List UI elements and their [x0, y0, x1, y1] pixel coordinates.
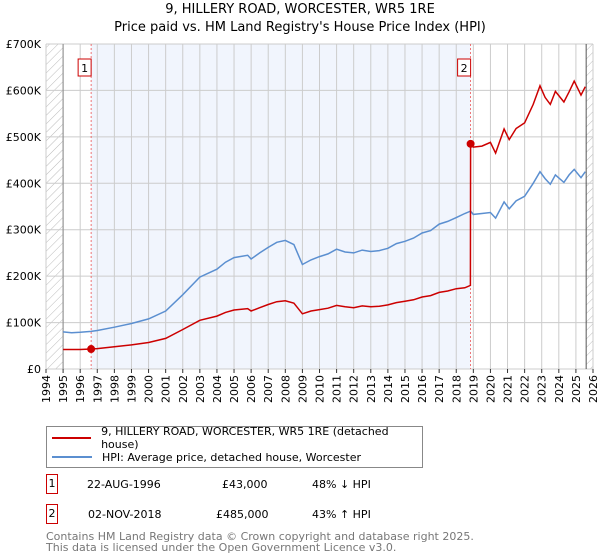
x-tick-label: 2009 [296, 375, 309, 403]
x-tick-label: 2000 [143, 375, 156, 403]
x-tick-label: 1997 [91, 375, 104, 403]
chart-subtitle: Price paid vs. HM Land Registry's House … [114, 20, 486, 35]
x-tick-label: 2025 [570, 375, 583, 403]
transaction-row: 1 22-AUG-1996 £43,000 48% ↓ HPI [46, 474, 446, 496]
x-tick-label: 2019 [467, 375, 480, 403]
footer-copyright: Contains HM Land Registry data © Crown c… [46, 530, 474, 543]
x-tick-label: 1999 [125, 375, 138, 403]
transaction-badge: 1 [46, 474, 58, 494]
hatched-region-before-data [46, 44, 64, 369]
y-tick-label: £400K [6, 177, 42, 190]
x-tick-label: 2010 [314, 375, 327, 403]
y-tick-label: £600K [6, 84, 42, 97]
x-tick-label: 2017 [433, 375, 446, 403]
hpi-series-line [63, 168, 586, 334]
chart-title: 9, HILLERY ROAD, WORCESTER, WR5 1RE [165, 2, 435, 17]
x-tick-label: 2016 [416, 375, 429, 403]
x-tick-label: 2021 [502, 375, 515, 403]
legend-item-property: 9, HILLERY ROAD, WORCESTER, WR5 1RE (det… [52, 425, 422, 451]
price-chart: 1 2 1994 1995 1996 1997 1998 1999 2000 2001 2002 20… [6, 38, 600, 403]
transaction-badge: 2 [46, 504, 58, 524]
transaction-price: £43,000 [222, 478, 268, 491]
sale-label: 1 [81, 62, 88, 75]
legend-item-hpi: HPI: Average price, detached house, Worc… [52, 449, 361, 465]
transaction-date: 22-AUG-1996 [87, 478, 161, 491]
y-tick-label: £100K [6, 317, 42, 330]
ownership-period-shading [91, 44, 471, 369]
hatched-region-after-data [586, 44, 593, 369]
sale-point [87, 345, 96, 354]
x-tick-label: 1996 [74, 375, 87, 403]
x-tick-label: 2011 [331, 375, 344, 403]
y-tick-label: £0 [27, 363, 41, 376]
x-tick-label: 2022 [519, 375, 532, 403]
x-tick-label: 2015 [399, 375, 412, 403]
x-tick-label: 2003 [194, 375, 207, 403]
x-tick-label: 2014 [382, 375, 395, 403]
x-tick-label: 2002 [177, 375, 190, 403]
sale-label: 2 [461, 62, 468, 75]
x-tick-label: 2006 [245, 375, 258, 403]
x-tick-label: 2018 [450, 375, 463, 403]
footer-licence: This data is licensed under the Open Gov… [46, 541, 397, 554]
x-tick-label: 2020 [484, 375, 497, 403]
legend-swatch-red [52, 437, 92, 439]
x-tick-label: 2008 [279, 375, 292, 403]
sale-point [466, 139, 475, 148]
transaction-hpi: 43% ↑ HPI [312, 508, 371, 521]
x-tick-label: 2012 [348, 375, 361, 403]
sale-label-box [457, 58, 472, 77]
x-tick-label: 1995 [57, 375, 70, 403]
x-tick-label: 2004 [211, 375, 224, 403]
chart-legend: 9, HILLERY ROAD, WORCESTER, WR5 1RE (det… [46, 425, 423, 468]
y-tick-label: £200K [6, 270, 42, 283]
x-tick-label: 2001 [160, 375, 173, 403]
legend-swatch-blue [52, 456, 92, 458]
sale-label-box [77, 58, 92, 77]
y-tick-label: £700K [6, 38, 42, 51]
transaction-date: 02-NOV-2018 [88, 508, 162, 521]
transaction-price: £485,000 [216, 508, 269, 521]
x-tick-label: 2005 [228, 375, 241, 403]
y-tick-label: £300K [6, 224, 42, 237]
y-tick-label: £500K [6, 131, 42, 144]
x-tick-label: 2013 [365, 375, 378, 403]
x-tick-label: 2023 [536, 375, 549, 403]
transaction-row: 2 02-NOV-2018 £485,000 43% ↑ HPI [46, 504, 446, 526]
x-tick-label: 1998 [108, 375, 121, 403]
transaction-hpi: 48% ↓ HPI [312, 478, 371, 491]
x-tick-label: 2024 [553, 375, 566, 403]
footer: Contains HM Land Registry data © Crown c… [46, 531, 474, 553]
legend-label-property: 9, HILLERY ROAD, WORCESTER, WR5 1RE (det… [101, 425, 389, 451]
property-series-line [63, 79, 586, 351]
legend-label-hpi: HPI: Average price, detached house, Worc… [102, 450, 362, 464]
x-tick-label: 1994 [40, 375, 53, 403]
x-tick-label: 2007 [262, 375, 275, 403]
x-tick-label: 2026 [587, 375, 600, 403]
